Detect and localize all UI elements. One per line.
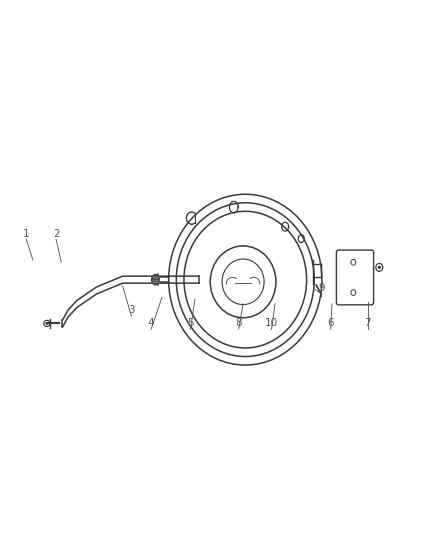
Text: 3: 3: [128, 305, 135, 316]
Text: 9: 9: [318, 284, 325, 293]
Text: 5: 5: [187, 318, 194, 328]
Text: 8: 8: [235, 318, 242, 328]
Ellipse shape: [152, 274, 159, 285]
Ellipse shape: [46, 322, 48, 325]
Text: 2: 2: [53, 229, 60, 239]
Text: 10: 10: [265, 318, 278, 328]
Text: 1: 1: [23, 229, 30, 239]
Text: 7: 7: [364, 318, 371, 328]
Ellipse shape: [378, 266, 381, 269]
Text: 6: 6: [327, 318, 334, 328]
Text: 4: 4: [148, 318, 155, 328]
